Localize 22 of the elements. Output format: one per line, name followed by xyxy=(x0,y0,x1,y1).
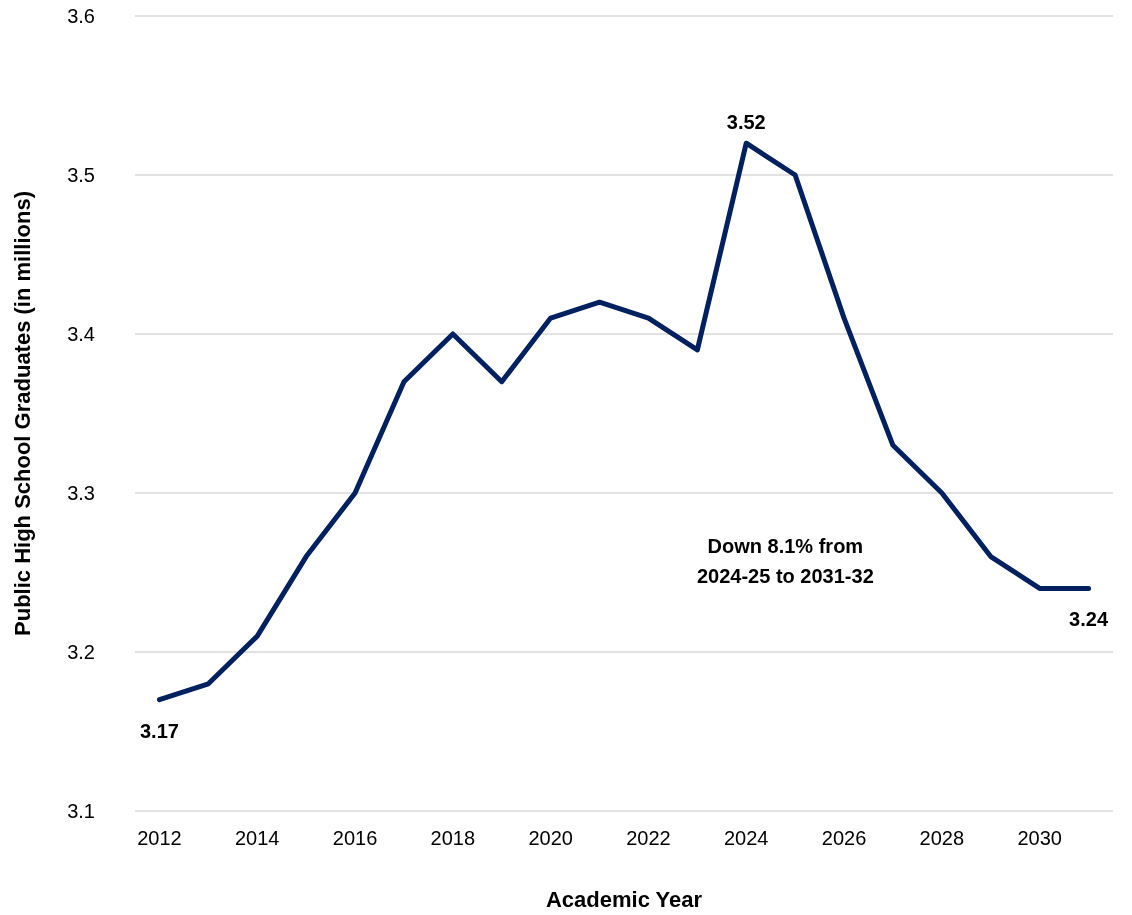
y-tick-label: 3.3 xyxy=(67,482,95,504)
y-tick-label: 3.6 xyxy=(67,5,95,27)
x-tick-label: 2014 xyxy=(235,827,280,849)
x-tick-label: 2018 xyxy=(430,827,476,849)
y-tick-label: 3.4 xyxy=(67,323,95,345)
x-tick-label: 2026 xyxy=(821,827,867,849)
x-tick-label: 2022 xyxy=(626,827,671,849)
x-axis-title: Academic Year xyxy=(545,887,703,912)
y-tick-label: 3.1 xyxy=(67,800,95,822)
x-tick-label: 2024 xyxy=(724,827,769,849)
annotation: 3.52 xyxy=(726,111,766,134)
y-axis-title: Public High School Graduates (in millions) xyxy=(10,191,35,636)
x-tick-label: 2028 xyxy=(919,827,965,849)
annotation: 3.24 xyxy=(1069,608,1109,631)
x-tick-label: 2020 xyxy=(528,827,573,849)
x-tick-label: 2030 xyxy=(1017,827,1062,849)
y-tick-label: 3.2 xyxy=(67,641,95,663)
x-tick-label: 2016 xyxy=(332,827,378,849)
y-tick-label: 3.5 xyxy=(67,164,95,186)
x-tick-label: 2012 xyxy=(137,827,182,849)
annotation: Down 8.1% from 2024-25 to 2031-32 xyxy=(696,534,874,587)
annotation: 3.17 xyxy=(139,719,179,742)
